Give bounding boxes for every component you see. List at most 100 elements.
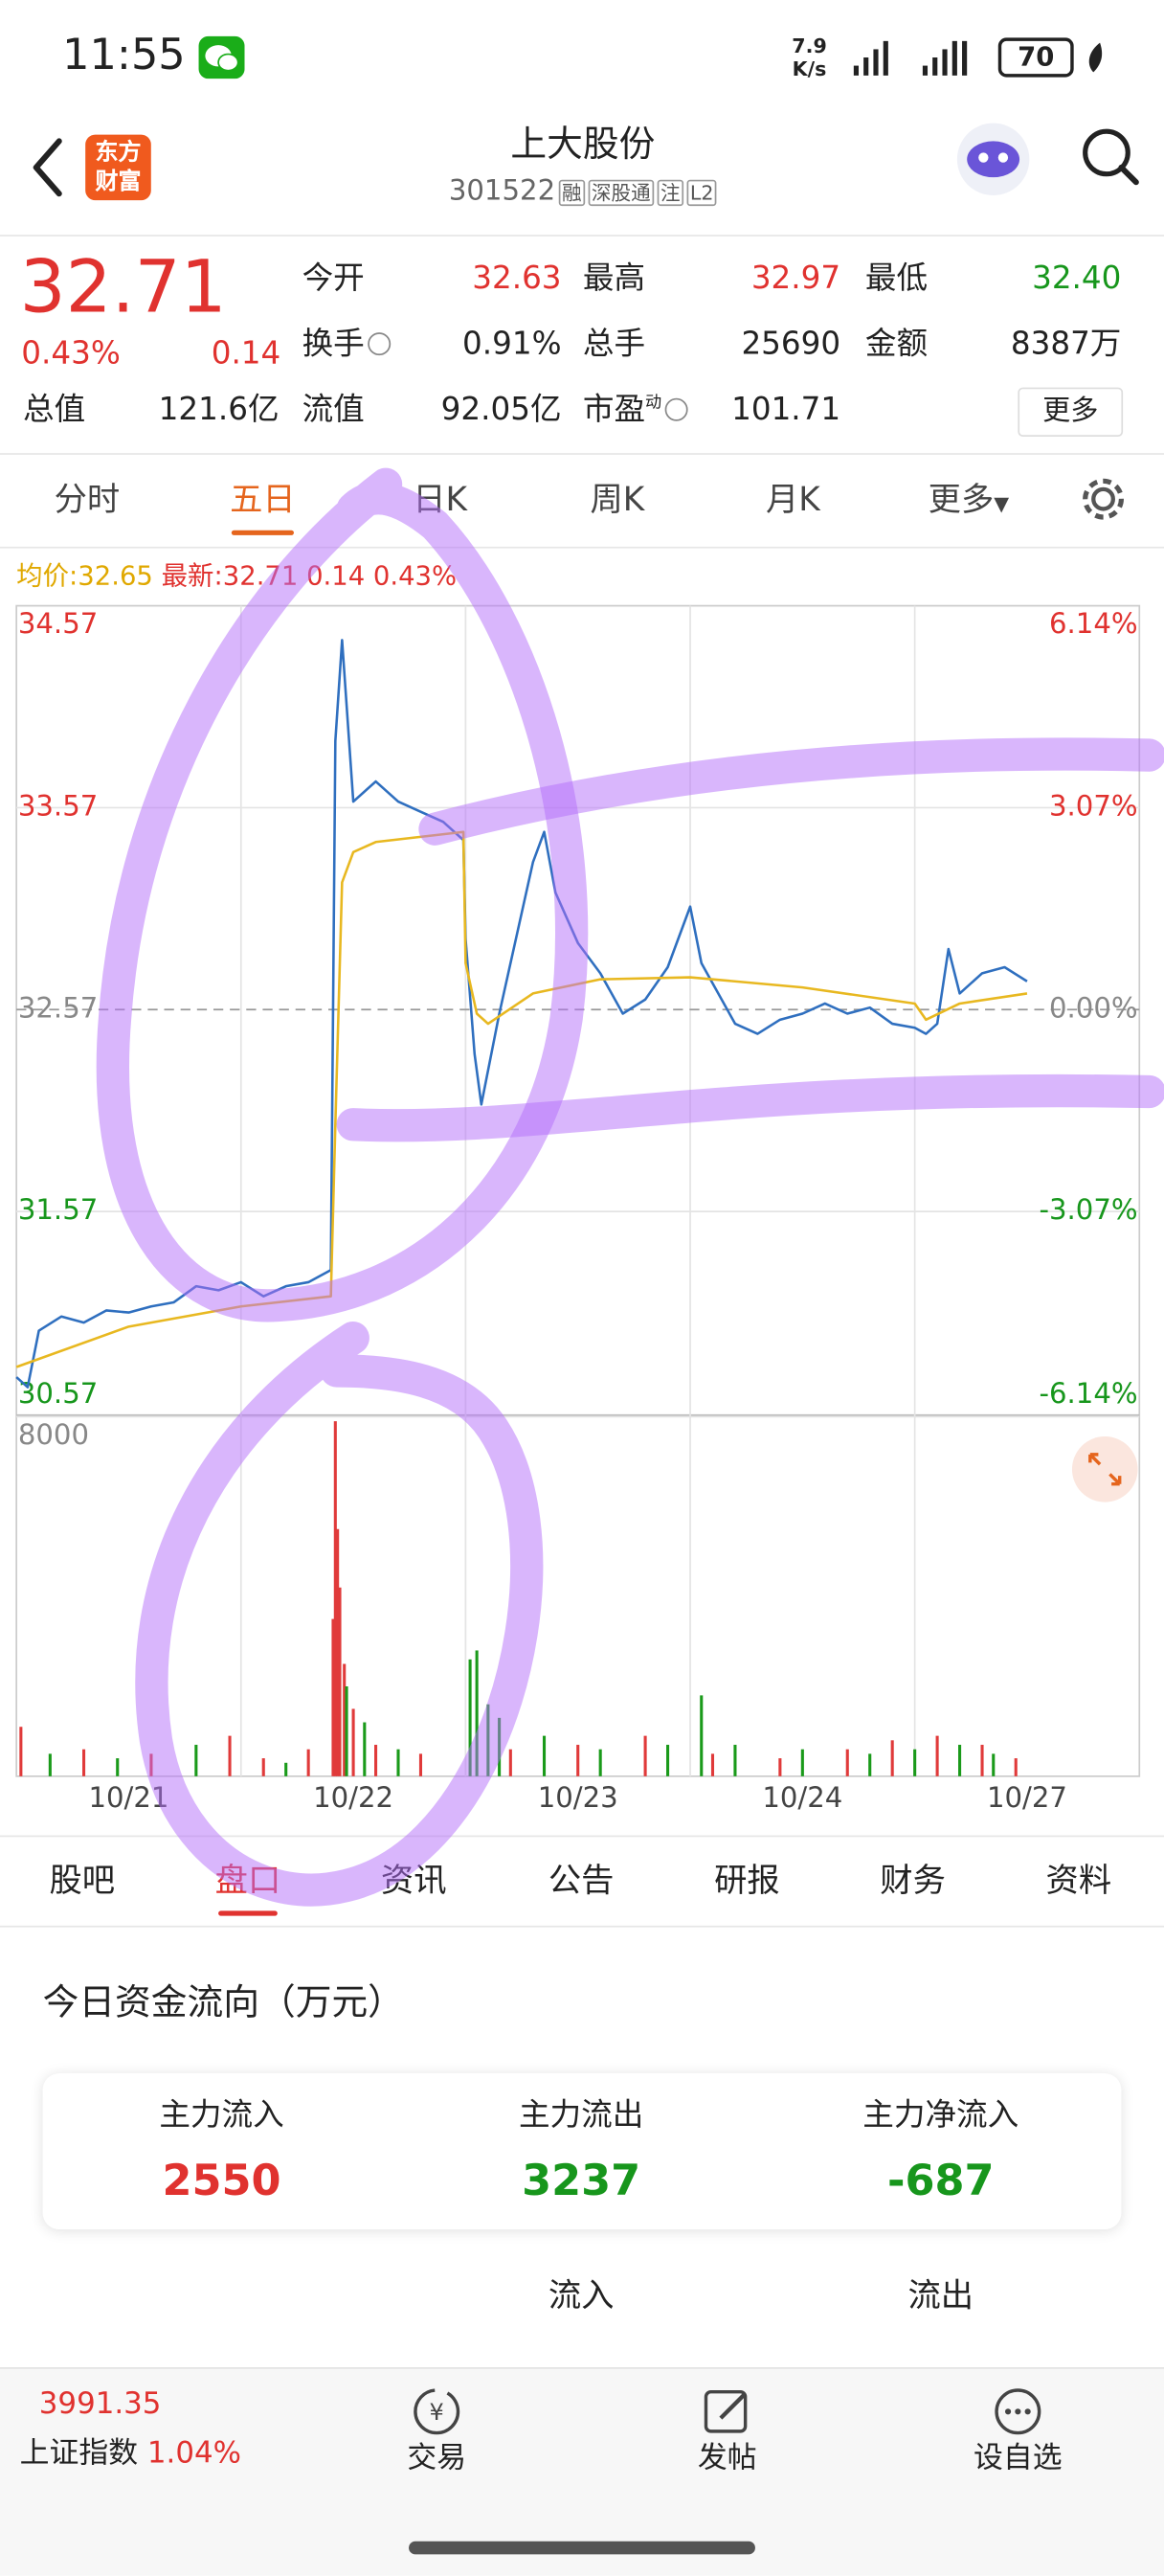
y-tick-label: 33.57 [18, 789, 98, 822]
x-tick-label: 10/24 [762, 1781, 842, 1814]
detail-tab[interactable]: 研报 [714, 1860, 780, 1900]
y-tick-label: 34.57 [18, 607, 98, 640]
volume-bar [778, 1758, 782, 1776]
volume-bar [733, 1745, 737, 1776]
field-label: 总值 [23, 391, 86, 428]
divider [0, 453, 1164, 455]
field-value: 25690 [741, 326, 841, 363]
divider [0, 235, 1164, 237]
section-title: 今日资金流向（万元） [42, 1982, 404, 2024]
volume-bar [468, 1659, 472, 1776]
index-line[interactable]: 上证指数 1.04% [20, 2439, 241, 2469]
y2-tick-label: -3.07% [1039, 1193, 1137, 1226]
field-label: 今开 [302, 260, 365, 297]
volume-bar [363, 1722, 367, 1776]
leaf-icon [1088, 42, 1103, 73]
battery: 70 [997, 37, 1074, 78]
x-tick-label: 10/23 [538, 1781, 618, 1814]
field-label-wrap: 换手 [302, 326, 392, 363]
divider [0, 1925, 1164, 1928]
net-unit: K/s [792, 57, 827, 81]
plot-frame [15, 604, 1141, 1777]
volume-bar [261, 1758, 265, 1776]
search-button[interactable] [1077, 124, 1143, 190]
more-button[interactable]: 更多 [1018, 387, 1124, 438]
volume-bar [306, 1749, 310, 1776]
volume-bar [542, 1735, 547, 1776]
field-value: 32.40 [1032, 260, 1122, 297]
field-value: 32.63 [472, 260, 562, 297]
y2-tick-label: 0.00% [1049, 991, 1138, 1024]
column-header: 流出 [907, 2275, 974, 2316]
volume-bar [643, 1735, 647, 1776]
volume-bar [800, 1749, 804, 1776]
period-tab[interactable]: 月K [765, 479, 820, 519]
card-label: 主力流入 [159, 2097, 284, 2134]
logo-text: 东方 [95, 139, 142, 167]
expand-button[interactable] [1071, 1436, 1138, 1503]
detail-tab[interactable]: 资讯 [380, 1860, 447, 1900]
field-label: 最低 [864, 260, 929, 297]
action-label[interactable]: 设自选 [974, 2441, 1063, 2476]
field-label: 总手 [582, 326, 646, 363]
tag: L2 [686, 179, 717, 207]
volume-bar [149, 1753, 153, 1776]
volume-bar [1014, 1758, 1018, 1776]
assistant-avatar[interactable] [953, 120, 1032, 198]
detail-tab[interactable]: 公告 [548, 1860, 615, 1900]
action-label[interactable]: 发帖 [697, 2441, 757, 2476]
more-text: 更多 [1042, 395, 1099, 428]
field-value: 0.91% [462, 326, 562, 363]
volume-bar [351, 1708, 355, 1776]
volume-bar [81, 1749, 86, 1776]
info-icon[interactable] [368, 331, 392, 355]
volume-bar [958, 1745, 962, 1776]
field-value: 8387万 [1010, 326, 1122, 363]
bottom-bar: 3991.35 上证指数 1.04% ¥ 交易 发帖 设自选 [0, 2367, 1164, 2576]
volume-bar [338, 1587, 342, 1776]
home-indicator [409, 2541, 755, 2555]
field-label: 流值 [302, 391, 365, 428]
signal-icons [853, 40, 968, 76]
volume-bar [486, 1704, 490, 1776]
period-tab-text: 更多 [928, 479, 995, 519]
card-value: 3237 [522, 2157, 641, 2207]
action-label[interactable]: 交易 [407, 2441, 467, 2476]
volume-bar [935, 1735, 939, 1776]
watch-icon[interactable] [990, 2385, 1045, 2438]
settings-button[interactable] [1079, 474, 1128, 523]
index-change: 1.04% [146, 2436, 241, 2472]
field-label: 换手 [302, 326, 365, 363]
change: 0.14 [211, 335, 281, 373]
volume-bar [498, 1717, 502, 1776]
volume-bar [19, 1727, 23, 1776]
expand-arrows [1088, 1453, 1122, 1486]
column-header: 流入 [548, 2275, 615, 2316]
expand-bg [1071, 1436, 1138, 1503]
field-value: 92.05亿 [440, 391, 562, 428]
index-value: 3991.35 [38, 2386, 162, 2422]
y2-tick-label: 3.07% [1049, 789, 1138, 822]
detail-tab[interactable]: 资料 [1045, 1860, 1112, 1900]
pe-note: 动 [645, 394, 662, 413]
post-icon[interactable] [700, 2385, 755, 2438]
volume-bar [890, 1740, 894, 1776]
y-tick-label: 31.57 [18, 1193, 98, 1226]
card-value: -687 [886, 2157, 995, 2207]
detail-tab[interactable]: 财务 [880, 1860, 946, 1900]
logo-text: 财富 [95, 169, 142, 196]
trade-icon[interactable]: ¥ [409, 2385, 464, 2438]
volume-tick-label: 8000 [18, 1418, 89, 1451]
app-logo: 东方 财富 [85, 134, 151, 201]
detail-tab-active[interactable]: 盘口 [214, 1860, 281, 1900]
period-tab[interactable]: 更多▼ [928, 479, 1010, 519]
back-button[interactable] [23, 135, 72, 201]
period-tab[interactable]: 周K [590, 479, 645, 519]
volume-bar [284, 1762, 288, 1776]
avg-label: 均价: [16, 559, 78, 592]
detail-tab[interactable]: 股吧 [49, 1860, 116, 1900]
field-value: 32.97 [750, 260, 841, 297]
info-icon[interactable] [664, 396, 688, 420]
tag: 注 [657, 179, 684, 207]
stock-code-line: 301522 融深股通注 L2 [449, 177, 717, 207]
